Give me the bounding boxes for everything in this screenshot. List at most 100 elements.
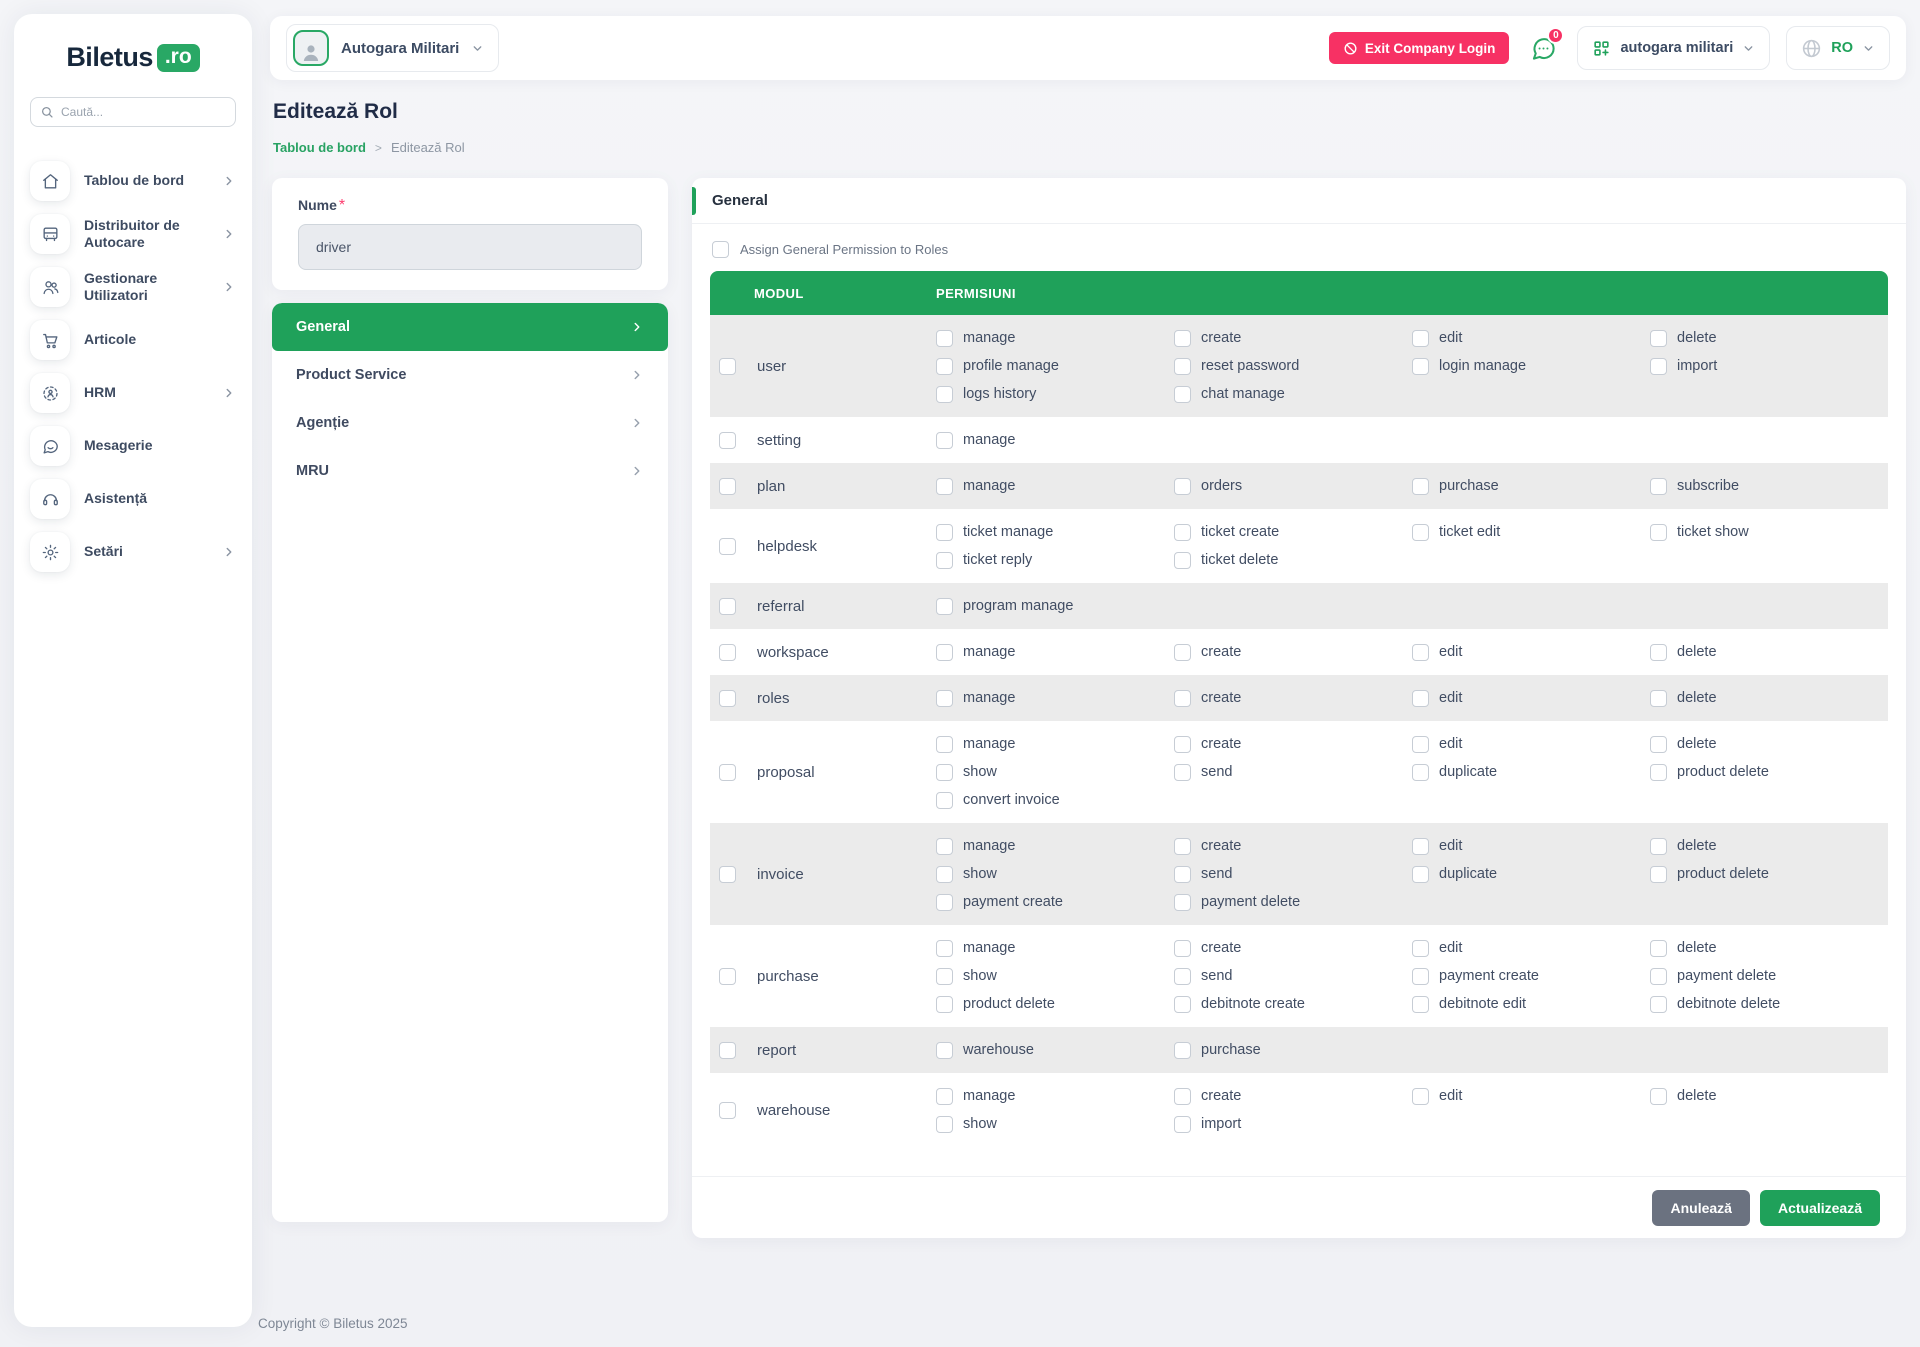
module-checkbox[interactable] <box>719 689 736 707</box>
module-checkbox[interactable] <box>719 643 736 661</box>
search-input[interactable] <box>61 105 226 119</box>
permission-checkbox[interactable] <box>936 477 953 495</box>
permission-checkbox[interactable] <box>1174 1115 1191 1133</box>
tab-product-service[interactable]: Product Service <box>272 351 668 399</box>
permission-checkbox[interactable] <box>1174 837 1191 855</box>
permission-checkbox[interactable] <box>1174 1041 1191 1059</box>
permission-checkbox[interactable] <box>936 329 953 347</box>
permission-checkbox[interactable] <box>1650 357 1667 375</box>
module-checkbox[interactable] <box>719 431 736 449</box>
permission-checkbox[interactable] <box>1412 865 1429 883</box>
module-checkbox[interactable] <box>719 477 736 495</box>
permission-checkbox[interactable] <box>1174 329 1191 347</box>
permission-checkbox[interactable] <box>1412 967 1429 985</box>
permission-checkbox[interactable] <box>936 1041 953 1059</box>
module-checkbox[interactable] <box>719 763 736 781</box>
permission-checkbox[interactable] <box>936 357 953 375</box>
permission-checkbox[interactable] <box>1174 523 1191 541</box>
permission-checkbox[interactable] <box>936 1115 953 1133</box>
module-checkbox[interactable] <box>719 967 736 985</box>
permission-checkbox[interactable] <box>1650 689 1667 707</box>
sidebar-item-tablou-de-bord[interactable]: Tablou de bord <box>30 161 236 201</box>
permission-checkbox[interactable] <box>1650 763 1667 781</box>
workspace-selector[interactable]: autogara militari <box>1577 26 1771 70</box>
permission-checkbox[interactable] <box>1174 1087 1191 1105</box>
permission-checkbox[interactable] <box>1412 939 1429 957</box>
tab-general[interactable]: General <box>272 303 668 351</box>
permission-checkbox[interactable] <box>936 939 953 957</box>
permission-checkbox[interactable] <box>1650 939 1667 957</box>
sidebar-item-hrm[interactable]: HRM <box>30 373 236 413</box>
permission-checkbox[interactable] <box>1174 865 1191 883</box>
module-checkbox[interactable] <box>719 865 736 883</box>
permission-checkbox[interactable] <box>936 865 953 883</box>
permission-checkbox[interactable] <box>1174 643 1191 661</box>
permission-checkbox[interactable] <box>1174 477 1191 495</box>
sidebar-item-asisten[interactable]: Asistență <box>30 479 236 519</box>
permission-checkbox[interactable] <box>1174 357 1191 375</box>
module-checkbox[interactable] <box>719 537 736 555</box>
sidebar-item-articole[interactable]: Articole <box>30 320 236 360</box>
permission-checkbox[interactable] <box>1412 763 1429 781</box>
permission-checkbox[interactable] <box>936 763 953 781</box>
sidebar-search[interactable] <box>30 97 236 127</box>
company-selector[interactable]: Autogara Militari <box>286 24 500 72</box>
permission-checkbox[interactable] <box>1412 735 1429 753</box>
sidebar-item-set-ri[interactable]: Setări <box>30 532 236 572</box>
permission-checkbox[interactable] <box>1174 551 1191 569</box>
permission-checkbox[interactable] <box>1412 995 1429 1013</box>
permission-checkbox[interactable] <box>1650 643 1667 661</box>
permission-checkbox[interactable] <box>1174 893 1191 911</box>
permission-checkbox[interactable] <box>1174 763 1191 781</box>
language-selector[interactable]: RO <box>1786 26 1890 70</box>
permission-checkbox[interactable] <box>936 995 953 1013</box>
permission-checkbox[interactable] <box>936 597 953 615</box>
update-button[interactable]: Actualizează <box>1759 1189 1880 1226</box>
permission-checkbox[interactable] <box>1650 523 1667 541</box>
assign-general-permission-checkbox[interactable] <box>712 241 729 258</box>
permission-checkbox[interactable] <box>936 893 953 911</box>
sidebar-item-mesagerie[interactable]: Mesagerie <box>30 426 236 466</box>
permission-checkbox[interactable] <box>1174 967 1191 985</box>
permission-checkbox[interactable] <box>936 523 953 541</box>
sidebar-item-gestionare-utilizatori[interactable]: Gestionare Utilizatori <box>30 267 236 307</box>
permission-checkbox[interactable] <box>1412 329 1429 347</box>
role-name-input[interactable] <box>298 224 642 270</box>
permission-checkbox[interactable] <box>936 551 953 569</box>
permission-checkbox[interactable] <box>1412 689 1429 707</box>
permission-checkbox[interactable] <box>936 385 953 403</box>
module-checkbox[interactable] <box>719 1041 736 1059</box>
module-checkbox[interactable] <box>719 357 736 375</box>
permission-checkbox[interactable] <box>1412 643 1429 661</box>
permission-checkbox[interactable] <box>1174 689 1191 707</box>
module-checkbox[interactable] <box>719 597 736 615</box>
permission-checkbox[interactable] <box>1650 735 1667 753</box>
permission-checkbox[interactable] <box>1174 995 1191 1013</box>
tab-agen-ie[interactable]: Agenție <box>272 399 668 447</box>
permission-checkbox[interactable] <box>1650 865 1667 883</box>
notifications-button[interactable]: 0 <box>1525 27 1565 66</box>
permission-checkbox[interactable] <box>1174 939 1191 957</box>
breadcrumb-home-link[interactable]: Tablou de bord <box>273 140 366 155</box>
permission-checkbox[interactable] <box>1650 967 1667 985</box>
permission-checkbox[interactable] <box>1412 837 1429 855</box>
exit-company-login-button[interactable]: Exit Company Login <box>1328 32 1510 64</box>
permission-checkbox[interactable] <box>936 967 953 985</box>
permission-checkbox[interactable] <box>1650 477 1667 495</box>
tab-mru[interactable]: MRU <box>272 447 668 495</box>
permission-checkbox[interactable] <box>936 837 953 855</box>
permission-checkbox[interactable] <box>1412 1087 1429 1105</box>
permission-checkbox[interactable] <box>936 1087 953 1105</box>
permission-checkbox[interactable] <box>1650 1087 1667 1105</box>
permission-checkbox[interactable] <box>936 791 953 809</box>
permission-checkbox[interactable] <box>1174 385 1191 403</box>
permission-checkbox[interactable] <box>1650 837 1667 855</box>
permission-checkbox[interactable] <box>1650 995 1667 1013</box>
sidebar-item-distribuitor-de-autocare[interactable]: Distribuitor de Autocare <box>30 214 236 254</box>
permission-checkbox[interactable] <box>1174 735 1191 753</box>
permission-checkbox[interactable] <box>936 643 953 661</box>
permission-checkbox[interactable] <box>1412 523 1429 541</box>
cancel-button[interactable]: Anulează <box>1652 1189 1750 1226</box>
module-checkbox[interactable] <box>719 1101 736 1119</box>
permission-checkbox[interactable] <box>936 735 953 753</box>
